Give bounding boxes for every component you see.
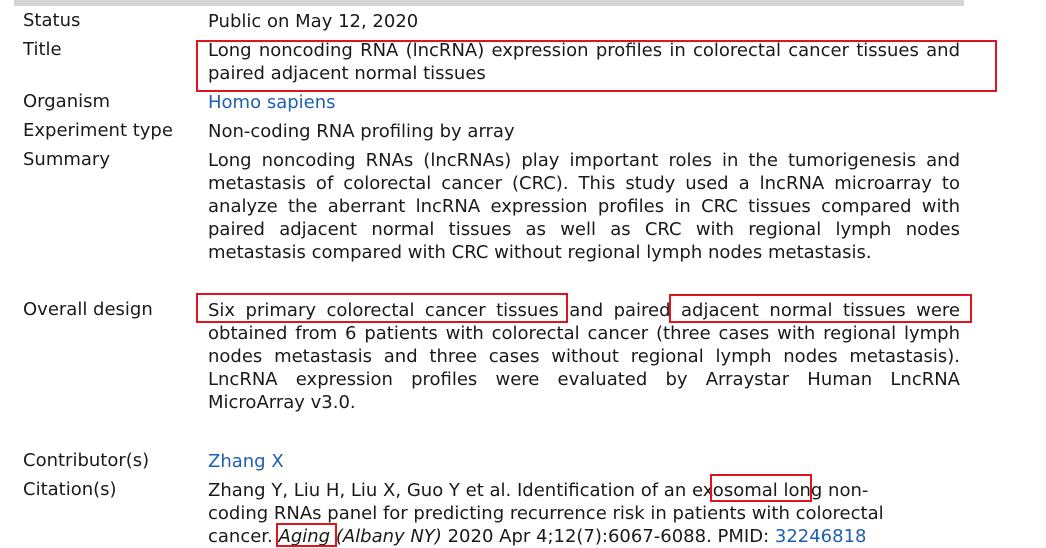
summary-label: Summary [23, 149, 110, 170]
citation-details: 2020 Apr 4;12(7):6067-6088. PMID: [441, 526, 775, 547]
summary-value: Long noncoding RNAs (lncRNAs) play impor… [208, 150, 960, 263]
citation-journal-suffix: (Albany NY) [335, 526, 442, 547]
organism-label: Organism [23, 91, 111, 112]
status-label: Status [23, 10, 81, 31]
contributor-link[interactable]: Zhang X [208, 451, 284, 472]
experiment-type-label: Experiment type [23, 120, 173, 141]
citation-text: Zhang Y, Liu H, Liu X, Guo Y et al. Iden… [208, 480, 884, 547]
citation-journal: Aging [278, 526, 331, 547]
status-value: Public on May 12, 2020 [208, 11, 419, 32]
organism-link[interactable]: Homo sapiens [208, 92, 336, 113]
citation-label: Citation(s) [23, 479, 117, 500]
overall-design-label: Overall design [23, 299, 153, 320]
title-label: Title [23, 39, 62, 60]
title-value: Long noncoding RNA (lncRNA) expression p… [208, 40, 960, 84]
citation-value: Zhang Y, Liu H, Liu X, Guo Y et al. Iden… [208, 479, 908, 548]
pmid-link[interactable]: 32246818 [774, 526, 867, 547]
experiment-type-value: Non-coding RNA profiling by array [208, 121, 515, 142]
overall-design-value: Six primary colorectal cancer tissues an… [208, 300, 960, 413]
top-divider [14, 0, 964, 6]
contributor-label: Contributor(s) [23, 450, 150, 471]
